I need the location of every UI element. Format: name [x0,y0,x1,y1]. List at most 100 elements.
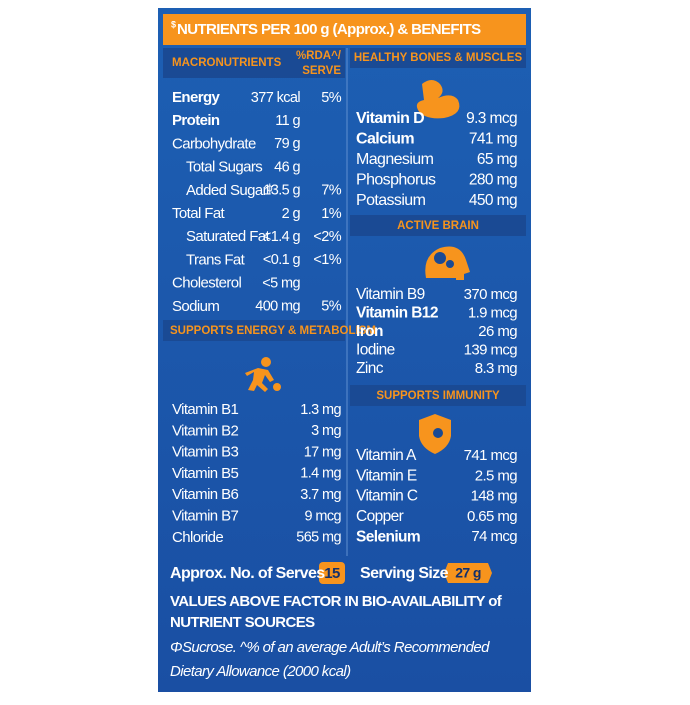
rda-value: 7% [321,183,341,199]
nutrient-value: 11 g [275,113,300,129]
nutrient-value: 741 mg [469,131,517,148]
nutrient-value: 2.5 mg [475,467,518,484]
nutrient-value: 74 mcg [471,528,517,545]
nutrient-name: Zinc [356,360,384,377]
nutrient-value: 46 g [274,159,300,175]
nutrient-name: Chloride [172,529,223,546]
nutrient-name: Vitamin E [356,467,417,484]
header-title: NUTRIENTS PER 100 g (Approx.) & BENEFITS [177,21,481,38]
nutrient-name: Copper [356,508,404,525]
nutrient-name: Vitamin C [356,488,418,505]
gear [434,252,446,264]
gear [446,260,454,268]
nutrient-value: 1.4 mg [300,466,341,482]
nutrient-name: Vitamin B12 [356,305,438,322]
nutrient-value: 65 mg [477,151,517,168]
nutrient-value: 3 mg [311,423,341,439]
nutrient-name: Total Sugars [186,159,262,176]
rda-heading: %RDA^/ [296,50,342,62]
rda-value: <1% [313,252,341,268]
nutrient-name: Saturated Fat [186,228,271,245]
nutrient-value: <5 mg [262,275,300,291]
nutrient-name: Protein [172,112,220,129]
nutrient-value: 9 mcg [305,508,342,524]
nutrient-value: 2 g [282,206,301,222]
header-bar [163,14,526,45]
nutrient-name: Carbohydrate [172,135,256,152]
section-heading: ACTIVE BRAIN [397,220,479,232]
nutrient-value: 26 mg [478,323,517,340]
nutrient-value: 370 mcg [464,286,518,303]
serving-size: 27 g [455,565,481,581]
nutrient-value: 1.3 mg [300,402,341,418]
rda-value: 5% [321,299,341,315]
nutrient-value: 17 mg [304,444,342,460]
note: NUTRIENT SOURCES [170,614,315,631]
nutrient-name: Added Sugarᶲ [186,182,273,199]
band [350,215,526,236]
nutrient-name: Vitamin B9 [356,286,425,303]
nutrient-value: 13.5 g [263,183,300,199]
muscle-icon [416,80,460,119]
nutrient-value: 3.7 mg [300,487,341,503]
nutrient-name: Vitamin B5 [172,465,239,482]
nutrient-value: 9.3 mcg [466,110,517,127]
nutrient-name: Vitamin B2 [172,422,239,439]
nutrient-name: Selenium [356,528,420,545]
section-heading: SUPPORTS ENERGY & METABOLISM [170,325,376,337]
nutrient-name: Calcium [356,131,414,148]
nutrient-value: <0.1 g [263,252,301,268]
nutrient-value: 565 mg [296,530,341,546]
nutrient-value: 280 mg [469,172,517,189]
virus [433,428,443,438]
nutrient-value: 450 mg [469,192,517,209]
footnote: Dietary Allowance (2000 kcal) [170,663,351,680]
rda-value: <2% [313,229,341,245]
nutrient-name: Total Fat [172,205,226,222]
nutrient-name: Magnesium [356,151,434,168]
nutrient-name: Phosphorus [356,172,436,189]
note: VALUES ABOVE FACTOR IN BIO-AVAILABILITY … [170,593,503,610]
nutrient-value: 79 g [274,136,300,152]
rda-value: 1% [321,206,341,222]
nutrient-value: <1.4 g [263,229,301,245]
band [163,48,345,78]
nutrient-name: Iodine [356,342,395,359]
nutrient-name: Potassium [356,192,426,209]
footnote: ΦSucrose. ^% of an average Adult’s Recom… [170,639,490,656]
nutrient-name: Sodium [172,298,219,315]
band [163,320,345,341]
nutrient-name: Vitamin B7 [172,507,239,524]
nutrient-value: 0.65 mg [467,508,517,525]
serves: 15 [324,565,340,582]
header-symbol: $ [171,19,176,29]
section-heading: HEALTHY BONES & MUSCLES [354,52,523,64]
band [350,385,526,406]
nutrient-name: Vitamin B3 [172,444,239,461]
nutrient-value: 139 mcg [464,341,518,358]
nutrient-name: Cholesterol [172,275,242,292]
nutrient-name: Energy [172,89,221,106]
serving-size-label: Serving Size [360,565,449,582]
rda-value: 5% [321,90,341,106]
nutrient-name: Trans Fat [186,251,246,268]
nutrient-value: 741 mcg [464,447,518,464]
nutrient-value: 1.9 mcg [468,304,517,321]
badge [444,563,492,583]
band [350,48,526,68]
runner-icon [245,357,281,392]
nutrient-name: Iron [356,323,383,340]
section-heading: SUPPORTS IMMUNITY [376,390,500,402]
nutrient-name: Vitamin A [356,447,417,464]
nutrient-name: Vitamin B1 [172,401,239,418]
serves-label: Approx. No. of Serves [170,565,325,582]
section-heading: MACRONUTRIENTS [172,57,282,69]
rda-heading: SERVE [302,65,341,77]
nutrient-value: 148 mg [471,488,518,505]
badge [319,562,345,584]
nutrient-name: Vitamin B6 [172,486,239,503]
nutrient-value: 377 kcal [251,90,301,106]
nutrient-value: 400 mg [255,299,300,315]
nutrient-name: Vitamin D [356,110,424,127]
